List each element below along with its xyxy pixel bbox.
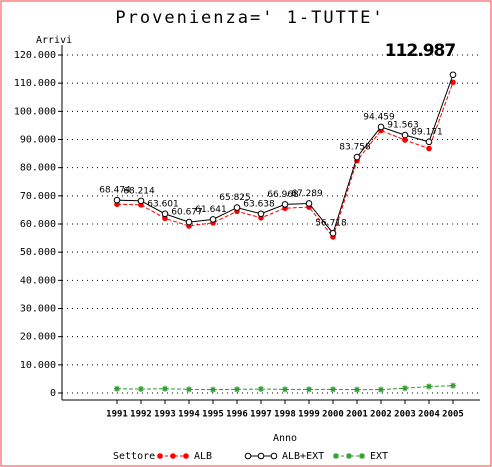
legend-label: EXT xyxy=(370,451,388,462)
point xyxy=(449,71,457,79)
legend-marker xyxy=(257,452,265,460)
point xyxy=(209,216,217,223)
point xyxy=(425,138,433,146)
point xyxy=(162,215,168,222)
x-tick-label: 1993 xyxy=(154,410,176,420)
legend-marker xyxy=(333,453,339,459)
data-label: 67.289 xyxy=(291,189,323,199)
y-tick-label: 40.000 xyxy=(20,275,56,286)
data-label: 61.641 xyxy=(195,205,227,215)
data-label: 94.459 xyxy=(363,112,395,122)
data-label: 89.171 xyxy=(411,127,443,137)
point xyxy=(329,229,337,237)
data-label: 63.601 xyxy=(147,199,179,209)
point xyxy=(114,385,120,392)
point xyxy=(257,210,265,218)
x-tick-label: 1992 xyxy=(130,410,152,420)
x-tick-label: 1991 xyxy=(106,410,128,420)
point xyxy=(377,123,385,131)
point xyxy=(426,383,432,390)
legend-marker xyxy=(270,452,278,460)
data-label: 65.825 xyxy=(219,193,251,203)
data-label: 68.474 xyxy=(99,186,131,196)
point xyxy=(138,386,144,393)
x-tick-label: 2002 xyxy=(370,410,392,420)
point xyxy=(354,386,360,393)
legend-label: ALB+EXT xyxy=(282,451,324,462)
point xyxy=(402,137,408,143)
legend-title: Settore xyxy=(113,451,155,462)
legend-marker xyxy=(157,453,163,459)
y-tick-label: 90.000 xyxy=(20,135,56,146)
y-tick-label: 100.000 xyxy=(14,106,56,117)
legend-marker xyxy=(183,453,189,459)
point xyxy=(186,386,192,393)
point xyxy=(162,385,168,392)
x-tick-label: 1999 xyxy=(298,410,320,420)
x-tick-label: 2000 xyxy=(322,410,344,420)
x-tick-label: 2001 xyxy=(346,410,368,420)
y-tick-label: 80.000 xyxy=(20,163,56,174)
x-tick-label: 2005 xyxy=(442,410,464,420)
x-tick-label: 1997 xyxy=(250,410,272,420)
x-tick-label: 1995 xyxy=(202,410,224,420)
point xyxy=(234,386,240,393)
annotation: 112.987 xyxy=(385,41,456,61)
data-label: 56.718 xyxy=(315,219,347,229)
x-tick-label: 1994 xyxy=(178,410,200,420)
legend-marker xyxy=(244,452,252,460)
point xyxy=(306,386,312,393)
legend-marker xyxy=(346,453,352,459)
data-label: 60.677 xyxy=(171,208,203,218)
y-tick-label: 120.000 xyxy=(14,50,56,61)
point xyxy=(137,197,145,205)
point xyxy=(281,201,289,208)
y-tick-label: 70.000 xyxy=(20,191,56,202)
data-label: 66.968 xyxy=(267,190,299,200)
point xyxy=(233,204,241,211)
point xyxy=(258,386,264,393)
chart-title: Provenienza=' 1-TUTTE' xyxy=(115,8,384,28)
point xyxy=(402,385,408,392)
point xyxy=(282,386,288,393)
point xyxy=(210,386,216,393)
point xyxy=(401,131,409,139)
point xyxy=(330,386,336,393)
point xyxy=(185,218,193,226)
y-tick-label: 60.000 xyxy=(20,219,56,230)
y-axis-label: Arrivi xyxy=(36,35,72,46)
point xyxy=(378,386,384,393)
data-label: 68.214 xyxy=(123,186,155,196)
x-axis-label: Anno xyxy=(273,433,297,444)
y-tick-label: 20.000 xyxy=(20,332,56,343)
data-label: 63.638 xyxy=(243,199,275,209)
point xyxy=(113,196,121,204)
point xyxy=(450,79,456,86)
y-tick-label: 0 xyxy=(50,388,56,399)
y-tick-label: 110.000 xyxy=(14,78,56,89)
point xyxy=(305,200,313,207)
point xyxy=(450,382,456,389)
x-tick-label: 2003 xyxy=(394,410,416,420)
point xyxy=(426,145,432,152)
legend-label: ALB xyxy=(194,451,212,462)
legend-marker xyxy=(170,453,176,459)
x-tick-label: 1996 xyxy=(226,410,248,420)
y-tick-label: 50.000 xyxy=(20,247,56,258)
y-tick-label: 30.000 xyxy=(20,304,56,315)
data-label: 83.758 xyxy=(339,143,371,153)
point xyxy=(161,210,169,218)
data-label: 91.563 xyxy=(387,121,419,131)
x-tick-label: 1998 xyxy=(274,410,296,420)
point xyxy=(353,153,361,161)
legend-marker xyxy=(359,453,365,459)
x-tick-label: 2004 xyxy=(418,410,440,420)
y-tick-label: 10.000 xyxy=(20,360,56,371)
